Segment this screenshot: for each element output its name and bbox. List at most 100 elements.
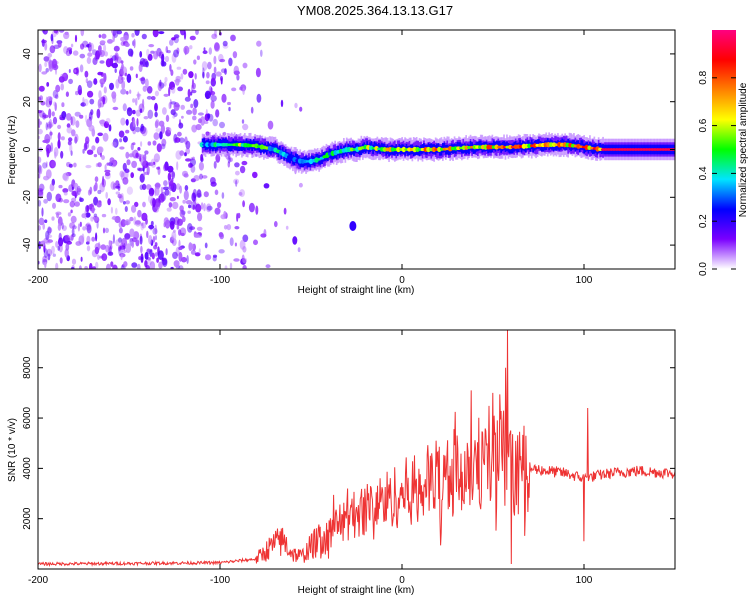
spectrogram-noise-speck xyxy=(223,225,228,230)
spectrogram-noise-speck xyxy=(75,120,80,128)
spectrogram-noise-speck xyxy=(203,47,206,51)
spectrogram-noise-speck xyxy=(120,193,124,199)
spectrogram-noise-speck xyxy=(68,69,71,73)
spectrogram-ridge-cell xyxy=(499,145,505,150)
spectrogram-noise-speck xyxy=(139,235,143,245)
spectrogram-noise-speck xyxy=(146,48,150,57)
spectrogram-noise-speck xyxy=(163,180,168,187)
spectrogram-noise-speck xyxy=(170,109,176,116)
spectrogram-noise-speck xyxy=(192,204,195,210)
spectrogram-noise-speck xyxy=(38,164,41,174)
spectrogram-noise-speck xyxy=(85,78,89,84)
spectrogram-noise-speck xyxy=(45,230,50,241)
spectrogram-noise-speck xyxy=(79,64,84,73)
spectrogram-noise-speck xyxy=(46,191,52,202)
spectrogram-noise-speck xyxy=(137,263,141,269)
spectrogram-noise-speck xyxy=(68,78,73,85)
spectrogram-noise-speck xyxy=(159,131,163,140)
spectrogram-noise-speck xyxy=(65,50,71,57)
spectrogram-noise-speck xyxy=(241,119,245,124)
spectrogram-noise-speck xyxy=(182,68,188,75)
spectrogram-noise-speck xyxy=(176,66,182,70)
snr-y-ticks: 2000 4000 6000 8000 xyxy=(22,356,675,530)
spectrogram-noise-speck xyxy=(173,216,180,226)
spectrogram-noise-speck xyxy=(80,102,86,107)
spectrogram-noise-speck xyxy=(92,266,97,269)
spectrogram-ridge-cell xyxy=(415,146,420,153)
spectrogram-noise-speck xyxy=(91,145,96,151)
spectrogram-noise-speck xyxy=(197,212,203,222)
spectrogram-noise-speck xyxy=(52,253,56,257)
spectrogram-noise-speck xyxy=(50,122,54,127)
spectrogram-noise-speck xyxy=(109,82,114,91)
spectrogram-noise-speck xyxy=(190,103,194,109)
spectrogram-noise-speck xyxy=(108,240,112,247)
spectrogram-noise-speck xyxy=(154,102,158,112)
spectrogram-noise-speck xyxy=(101,178,107,188)
spectrogram-noise-speck xyxy=(79,221,82,227)
spectrogram-noise-speck xyxy=(111,62,118,69)
spectrogram-noise-speck xyxy=(104,51,108,57)
spectrogram-noise-speck xyxy=(70,150,73,156)
spectrogram-noise-speck xyxy=(58,184,63,189)
spectrogram-noise-speck xyxy=(211,33,218,40)
spectrogram-noise-speck xyxy=(46,82,50,87)
spectrogram-noise-speck xyxy=(98,90,102,100)
spectrogram-noise-speck xyxy=(176,224,180,230)
spectrogram-noise-speck xyxy=(285,225,289,230)
spectrogram-noise-speck xyxy=(70,215,77,223)
spectrogram-noise-speck xyxy=(132,98,136,103)
spectrogram-noise-speck xyxy=(71,186,74,190)
spectrogram-noise-speck xyxy=(189,45,193,50)
spectrogram-noise-speck xyxy=(131,237,138,243)
spectrogram-noise-speck xyxy=(126,186,133,195)
spectrogram-noise-speck xyxy=(120,219,127,228)
spectrogram-noise-speck xyxy=(140,141,143,147)
spectrogram-noise-speck xyxy=(233,178,240,185)
spectrogram-noise-speck xyxy=(125,151,130,159)
spectrogram-noise-speck xyxy=(117,193,123,199)
spectrogram-ridge-halo xyxy=(290,151,293,162)
spectrogram-noise-speck xyxy=(38,128,43,135)
spectrogram-noise-speck xyxy=(142,85,147,92)
spectrogram-noise-speck xyxy=(190,201,197,210)
spectrogram-noise-speck xyxy=(178,239,181,249)
spectrogram-ridge-cell xyxy=(303,159,308,164)
spectrogram-noise-speck xyxy=(105,171,111,177)
spectrogram-noise-speck xyxy=(93,78,98,85)
spectrogram-noise-speck xyxy=(134,97,138,106)
spectrogram-noise-speck xyxy=(131,33,135,38)
spectrogram-noise-speck xyxy=(144,260,148,268)
spectrogram-noise-speck xyxy=(123,261,128,268)
spectrogram-noise-speck xyxy=(138,63,143,72)
spectrogram-noise-speck xyxy=(213,66,217,74)
spectrogram-ridge-halo xyxy=(592,144,594,155)
spectrogram-noise-speck xyxy=(47,253,51,261)
spectrogram-noise-speck xyxy=(57,245,60,251)
spectrogram-noise-speck xyxy=(150,220,154,226)
spectrogram-noise-speck xyxy=(158,120,165,127)
spectrogram-noise-speck xyxy=(193,233,200,238)
spectrogram-ridge-halo xyxy=(225,138,227,148)
colorbar-ticks: 0.0 0.2 0.4 0.6 0.8 xyxy=(698,70,736,276)
spectrogram-noise-speck xyxy=(74,133,79,143)
spectrogram-ridge-cell xyxy=(426,146,431,153)
spectrogram-noise-speck xyxy=(170,266,174,269)
spectrogram-noise-speck xyxy=(76,188,82,193)
spectrogram-noise-speck xyxy=(215,109,220,118)
spectrogram-noise-speck xyxy=(215,71,222,77)
spectrogram-noise-speck xyxy=(54,102,57,111)
spectrogram-noise-speck xyxy=(122,35,129,42)
colorbar-tick-label: 0.4 xyxy=(698,166,709,180)
spectrogram-noise-speck xyxy=(185,147,190,155)
spectrogram-ridge-halo xyxy=(493,140,495,151)
spectrogram-noise-speck xyxy=(100,96,106,102)
spectrogram-noise-speck xyxy=(66,113,72,121)
spectrogram-ridge-halo xyxy=(503,140,505,151)
spectrogram-noise-speck xyxy=(173,49,179,58)
spectrogram-noise-speck xyxy=(181,256,187,263)
spectrogram-noise-speck xyxy=(125,119,129,126)
spectrogram-noise-speck xyxy=(183,30,187,40)
spectrogram-noise-speck xyxy=(125,129,130,134)
